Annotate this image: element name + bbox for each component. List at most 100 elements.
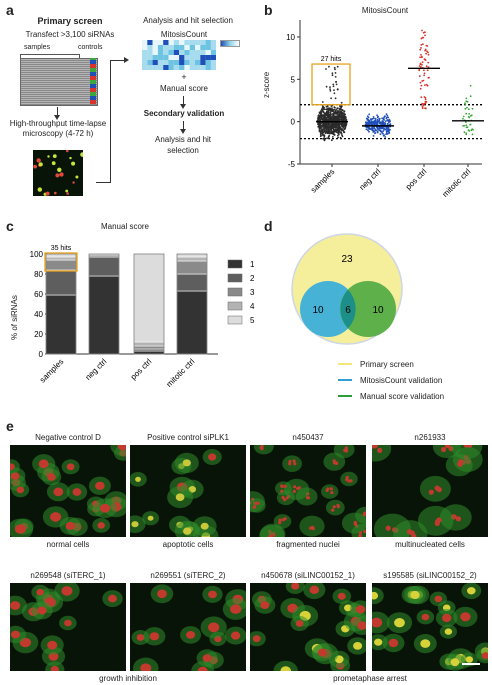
heatmap-cell [157, 45, 164, 50]
chart-b-point [317, 114, 320, 117]
thumbnail-cell [55, 173, 60, 178]
thumbnail-cell [51, 161, 56, 166]
nucleus-fragment [297, 486, 301, 490]
heatmap-cell [163, 50, 169, 55]
chart-c-ytick-label: 100 [30, 250, 44, 259]
chart-b-point [421, 63, 423, 66]
chart-c-bar-segment [176, 290, 208, 355]
heatmap-cell [189, 60, 195, 65]
chart-b-point [334, 97, 337, 100]
chart-b-point [336, 65, 339, 68]
chart-b-point [371, 129, 374, 132]
arrow-to-analysis [180, 121, 186, 134]
chart-b-point [462, 115, 465, 118]
heatmap-cell [168, 60, 174, 65]
nucleus [441, 446, 447, 453]
image-negative-control [10, 445, 126, 537]
chart-b-point [466, 100, 469, 103]
chart-b-point [324, 119, 326, 122]
chart-b-point [419, 56, 421, 59]
heatmap-cell [157, 55, 164, 60]
chart-b-point [335, 118, 337, 120]
chart-b-point [370, 122, 372, 125]
heatmap-cell [152, 60, 158, 65]
chart-b-point [337, 128, 339, 131]
mitosiscount-label: MitosisCount [160, 30, 208, 39]
nucleus [36, 588, 44, 596]
chart-b-point [366, 126, 369, 129]
chart-c-ytick-label: 40 [34, 310, 43, 319]
chart-b-point [382, 132, 384, 135]
chart-b-point [341, 127, 343, 130]
chart-b-point [319, 116, 321, 118]
chart-b-point [323, 137, 325, 140]
chart-b-point [343, 110, 346, 113]
nucleus [252, 635, 261, 643]
heatmap-cell [195, 65, 201, 70]
heatmap-cell [200, 40, 206, 45]
chart-b-point [332, 110, 334, 113]
chart-b-point [343, 112, 345, 115]
chart-c-hits-box [44, 252, 78, 272]
heatmap-cell [210, 65, 217, 70]
heatmap-cell [147, 65, 153, 70]
row1-caption-1: normal cells [46, 540, 90, 549]
chart-b-point [329, 88, 331, 90]
nucleus [372, 591, 379, 600]
thumbnail-cell [47, 155, 50, 158]
chart-c-bar-outline [133, 253, 165, 355]
heatmap-cell [163, 45, 169, 50]
thumbnail-cell [36, 158, 41, 163]
heatmap-cell [189, 55, 195, 60]
heatmap-cell [152, 55, 158, 60]
image-n269548 [10, 583, 126, 671]
nucleus [197, 666, 208, 671]
chart-b-point [341, 134, 343, 136]
chart-b-point [383, 119, 385, 121]
heatmap-cell [184, 55, 190, 60]
legend-mitosis: MitosisCount validation [338, 372, 444, 388]
chart-b-point [426, 84, 429, 87]
nucleus-fragment [362, 513, 366, 517]
chart-b-point [332, 131, 335, 134]
image-positive-control [130, 445, 246, 537]
chart-b-point [372, 135, 375, 137]
chart-b-point [374, 132, 377, 134]
chart-b-point [335, 128, 337, 131]
row2-title-3: n450678 (siLINC00152_1) [261, 571, 355, 580]
chart-b-point [386, 119, 389, 122]
cell-body [355, 506, 366, 524]
heatmap-cell [147, 50, 153, 55]
nucleus [420, 639, 431, 648]
nucleus-fragment [293, 462, 297, 466]
chart-b-point [422, 79, 425, 82]
chart-b-point [323, 126, 326, 129]
chart-b-point [338, 116, 341, 118]
nucleus [65, 521, 75, 530]
chart-b-point [323, 130, 326, 133]
heatmap-cell [205, 65, 211, 70]
chart-b-point [376, 126, 378, 129]
chart-b-point [368, 120, 371, 122]
chart-b-point [368, 113, 371, 116]
nucleus [135, 476, 141, 482]
nucleus-fragment [278, 521, 282, 525]
chart-b-point [469, 95, 472, 98]
chart-b-point [321, 101, 324, 103]
chart-b-point [378, 127, 381, 129]
chart-b-point [333, 112, 336, 115]
chart-c-xtick-label: pos ctrl [129, 357, 154, 382]
venn-primary-count: 23 [341, 254, 353, 265]
heatmap-cell [195, 50, 201, 55]
chart-b-point [337, 131, 340, 133]
heatmap-cell [179, 65, 185, 70]
chart-b-point [376, 122, 379, 125]
chart-b-point [335, 80, 337, 83]
chart-b-point [465, 112, 468, 115]
chart-b-point [334, 72, 337, 74]
thumbnail-cell [57, 167, 62, 172]
chart-b-point [421, 102, 423, 105]
chart-b-point [427, 51, 429, 54]
heatmap-cell [179, 60, 185, 65]
chart-b-point [386, 114, 389, 117]
